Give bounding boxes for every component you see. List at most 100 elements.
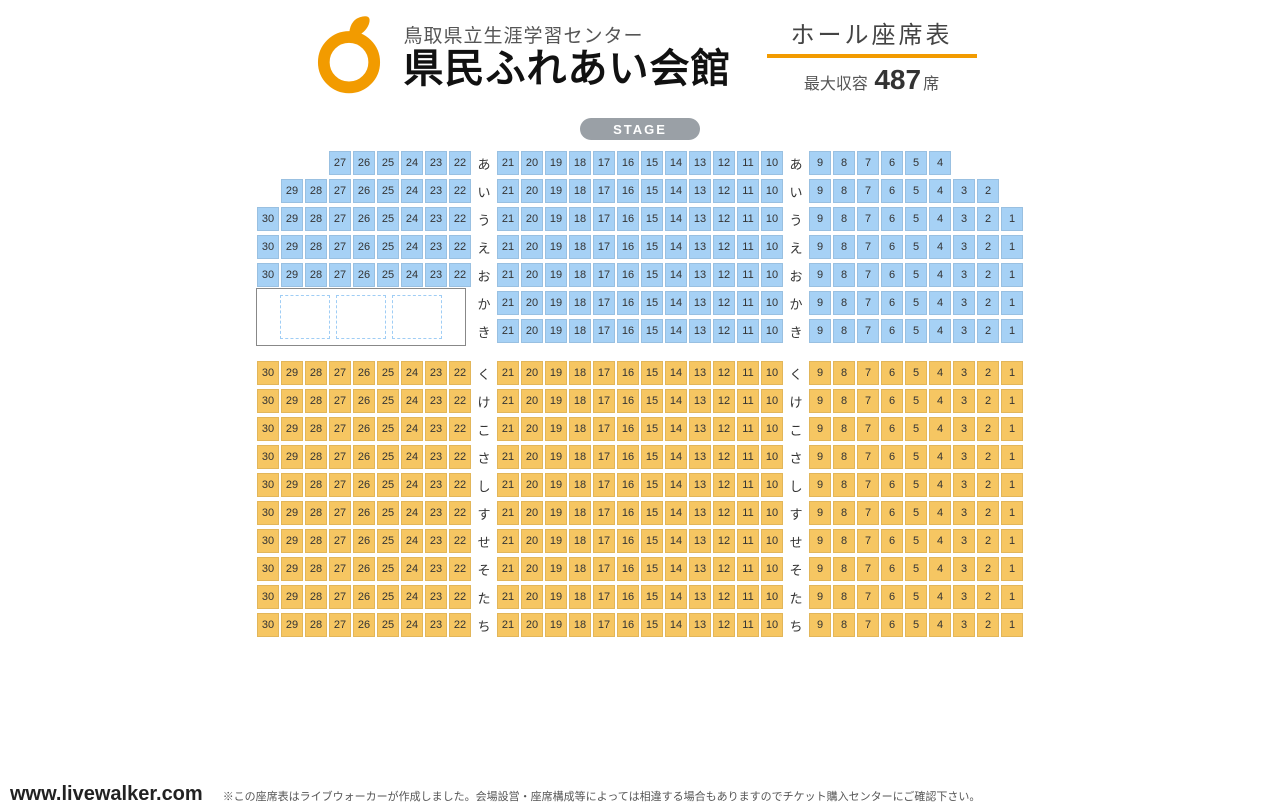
seat[interactable]: 15 (641, 557, 663, 581)
seat[interactable]: 18 (569, 445, 591, 469)
seat[interactable]: 21 (497, 319, 519, 343)
seat[interactable]: 9 (809, 291, 831, 315)
seat[interactable]: 8 (833, 151, 855, 175)
seat[interactable]: 5 (905, 389, 927, 413)
seat[interactable]: 20 (521, 151, 543, 175)
seat[interactable]: 26 (353, 389, 375, 413)
seat[interactable]: 2 (977, 417, 999, 441)
seat[interactable]: 19 (545, 557, 567, 581)
seat[interactable]: 16 (617, 417, 639, 441)
seat[interactable]: 4 (929, 445, 951, 469)
seat[interactable]: 5 (905, 319, 927, 343)
seat[interactable]: 6 (881, 319, 903, 343)
seat[interactable]: 26 (353, 501, 375, 525)
seat[interactable]: 6 (881, 585, 903, 609)
seat[interactable]: 16 (617, 263, 639, 287)
seat[interactable]: 24 (401, 473, 423, 497)
seat[interactable]: 10 (761, 613, 783, 637)
seat[interactable]: 20 (521, 613, 543, 637)
seat[interactable]: 4 (929, 235, 951, 259)
seat[interactable]: 27 (329, 207, 351, 231)
seat[interactable]: 12 (713, 445, 735, 469)
seat[interactable]: 18 (569, 179, 591, 203)
seat[interactable]: 8 (833, 501, 855, 525)
seat[interactable]: 25 (377, 179, 399, 203)
seat[interactable]: 2 (977, 389, 999, 413)
seat[interactable]: 17 (593, 361, 615, 385)
seat[interactable]: 10 (761, 417, 783, 441)
seat[interactable]: 7 (857, 473, 879, 497)
seat[interactable]: 12 (713, 361, 735, 385)
seat[interactable]: 23 (425, 501, 447, 525)
seat[interactable]: 3 (953, 361, 975, 385)
seat[interactable]: 2 (977, 291, 999, 315)
seat[interactable]: 11 (737, 389, 759, 413)
seat[interactable]: 11 (737, 501, 759, 525)
seat[interactable]: 5 (905, 445, 927, 469)
seat[interactable]: 24 (401, 501, 423, 525)
seat[interactable]: 20 (521, 473, 543, 497)
seat[interactable]: 14 (665, 291, 687, 315)
seat[interactable]: 4 (929, 151, 951, 175)
seat[interactable]: 19 (545, 291, 567, 315)
seat[interactable]: 17 (593, 207, 615, 231)
seat[interactable]: 22 (449, 207, 471, 231)
seat[interactable]: 14 (665, 585, 687, 609)
seat[interactable]: 19 (545, 389, 567, 413)
seat[interactable]: 10 (761, 557, 783, 581)
seat[interactable]: 21 (497, 473, 519, 497)
seat[interactable]: 24 (401, 361, 423, 385)
seat[interactable]: 13 (689, 319, 711, 343)
seat[interactable]: 23 (425, 179, 447, 203)
seat[interactable]: 12 (713, 529, 735, 553)
seat[interactable]: 14 (665, 445, 687, 469)
seat[interactable]: 17 (593, 179, 615, 203)
seat[interactable]: 22 (449, 263, 471, 287)
seat[interactable]: 13 (689, 585, 711, 609)
seat[interactable]: 3 (953, 291, 975, 315)
seat[interactable]: 14 (665, 263, 687, 287)
seat[interactable]: 1 (1001, 207, 1023, 231)
seat[interactable]: 9 (809, 235, 831, 259)
seat[interactable]: 13 (689, 473, 711, 497)
seat[interactable]: 8 (833, 389, 855, 413)
seat[interactable]: 27 (329, 235, 351, 259)
seat[interactable]: 5 (905, 473, 927, 497)
seat[interactable]: 19 (545, 585, 567, 609)
seat[interactable]: 27 (329, 529, 351, 553)
seat[interactable]: 14 (665, 361, 687, 385)
seat[interactable]: 7 (857, 417, 879, 441)
seat[interactable]: 17 (593, 389, 615, 413)
seat[interactable]: 4 (929, 361, 951, 385)
seat[interactable]: 14 (665, 151, 687, 175)
seat[interactable]: 8 (833, 291, 855, 315)
seat[interactable]: 13 (689, 179, 711, 203)
seat[interactable]: 19 (545, 235, 567, 259)
seat[interactable]: 18 (569, 417, 591, 441)
seat[interactable]: 20 (521, 417, 543, 441)
seat[interactable]: 1 (1001, 529, 1023, 553)
seat[interactable]: 8 (833, 585, 855, 609)
seat[interactable]: 23 (425, 473, 447, 497)
seat[interactable]: 28 (305, 207, 327, 231)
seat[interactable]: 26 (353, 557, 375, 581)
seat[interactable]: 19 (545, 445, 567, 469)
seat[interactable]: 24 (401, 179, 423, 203)
seat[interactable]: 3 (953, 473, 975, 497)
seat[interactable]: 2 (977, 529, 999, 553)
seat[interactable]: 19 (545, 151, 567, 175)
seat[interactable]: 4 (929, 585, 951, 609)
seat[interactable]: 4 (929, 417, 951, 441)
seat[interactable]: 9 (809, 529, 831, 553)
seat[interactable]: 28 (305, 557, 327, 581)
seat[interactable]: 20 (521, 389, 543, 413)
seat[interactable]: 30 (257, 389, 279, 413)
seat[interactable]: 30 (257, 557, 279, 581)
seat[interactable]: 15 (641, 319, 663, 343)
seat[interactable]: 28 (305, 179, 327, 203)
seat[interactable]: 16 (617, 585, 639, 609)
seat[interactable]: 23 (425, 557, 447, 581)
seat[interactable]: 17 (593, 417, 615, 441)
seat[interactable]: 23 (425, 151, 447, 175)
seat[interactable]: 21 (497, 291, 519, 315)
